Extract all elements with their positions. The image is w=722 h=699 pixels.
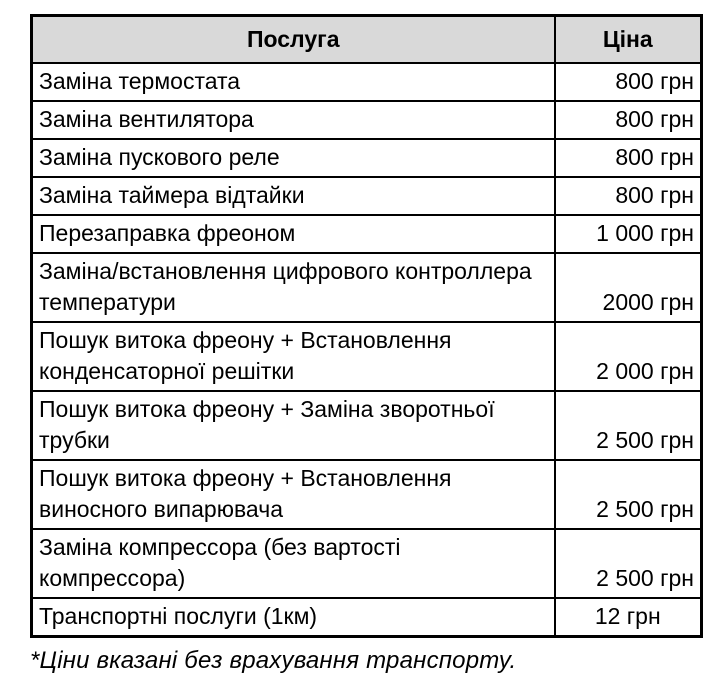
price-cell: 2 000 грн [553, 321, 703, 392]
service-cell: Пошук витока фреону + Заміна зворотньої … [30, 390, 556, 461]
header-row: Послуга Ціна [30, 14, 703, 64]
price-cell: 1 000 грн [553, 214, 703, 254]
header-price: Ціна [553, 14, 703, 64]
table-row: Перезаправка фреоном 1 000 грн [30, 214, 703, 254]
price-cell: 2000 грн [553, 252, 703, 323]
table-row: Пошук витока фреону + Заміна зворотньої … [30, 390, 703, 461]
table-row: Заміна таймера відтайки 800 грн [30, 176, 703, 216]
footnote: *Ціни вказані без врахування транспорту. [30, 647, 517, 674]
price-cell: 2 500 грн [553, 528, 703, 599]
price-cell: 800 грн [553, 138, 703, 178]
service-cell: Транспортні послуги (1км) [30, 597, 556, 638]
service-cell: Перезаправка фреоном [30, 214, 556, 254]
service-cell: Заміна пускового реле [30, 138, 556, 178]
service-cell: Заміна компрессора (без вартості компрес… [30, 528, 556, 599]
service-cell: Заміна вентилятора [30, 100, 556, 140]
table-row: Заміна компрессора (без вартості компрес… [30, 528, 703, 599]
service-cell: Заміна термостата [30, 62, 556, 102]
service-cell: Заміна/встановлення цифрового контроллер… [30, 252, 556, 323]
service-cell: Пошук витока фреону + Встановлення конде… [30, 321, 556, 392]
price-cell: 800 грн [553, 100, 703, 140]
price-table: Послуга Ціна Заміна термостата 800 грн З… [30, 14, 703, 638]
table-row: Заміна пускового реле 800 грн [30, 138, 703, 178]
price-cell: 2 500 грн [553, 390, 703, 461]
price-table-body: Заміна термостата 800 грн Заміна вентиля… [30, 62, 703, 638]
table-row: Заміна вентилятора 800 грн [30, 100, 703, 140]
table-row: Заміна/встановлення цифрового контроллер… [30, 252, 703, 323]
service-cell: Заміна таймера відтайки [30, 176, 556, 216]
table-row: Заміна термостата 800 грн [30, 62, 703, 102]
price-cell: 800 грн [553, 62, 703, 102]
price-cell: 12 грн [553, 597, 703, 638]
table-row: Пошук витока фреону + Встановлення конде… [30, 321, 703, 392]
header-service: Послуга [30, 14, 556, 64]
service-cell: Пошук витока фреону + Встановлення винос… [30, 459, 556, 530]
table-row: Пошук витока фреону + Встановлення винос… [30, 459, 703, 530]
table-row: Транспортні послуги (1км) 12 грн [30, 597, 703, 638]
price-cell: 2 500 грн [553, 459, 703, 530]
price-table-header: Послуга Ціна [30, 14, 703, 64]
price-cell: 800 грн [553, 176, 703, 216]
